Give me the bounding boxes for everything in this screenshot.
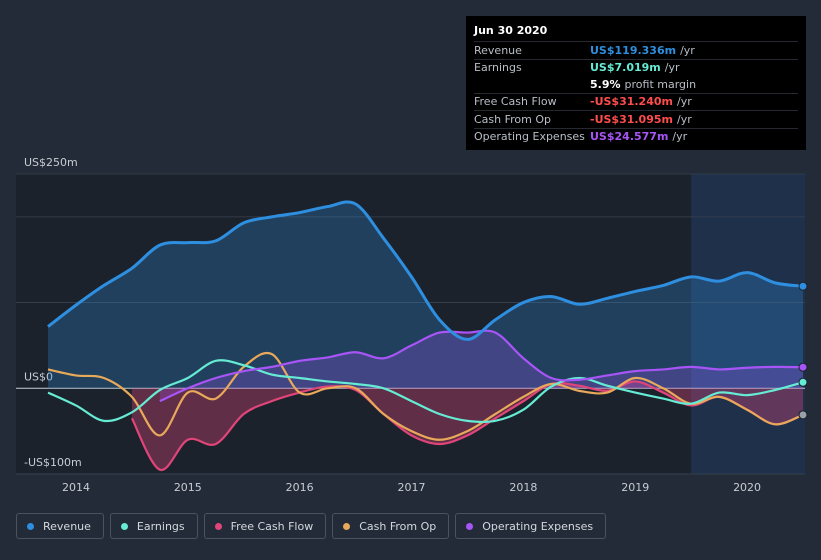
tooltip-row: Earnings US$7.019m/yr <box>474 58 798 77</box>
x-tick-label: 2015 <box>174 481 202 494</box>
tooltip-row: Revenue US$119.336m/yr <box>474 41 798 59</box>
tooltip-value: US$7.019m <box>590 61 661 75</box>
legend-dot-icon <box>27 522 34 530</box>
end-marker-operating-expenses <box>798 362 808 372</box>
data-tooltip: Jun 30 2020 Revenue US$119.336m/yr Earning… <box>466 16 806 150</box>
forecast-band <box>691 174 805 474</box>
y-tick-label: -US$100m <box>24 456 82 469</box>
legend-label: Cash From Op <box>359 519 437 533</box>
tooltip-value: US$24.577m <box>590 130 669 144</box>
legend-label: Revenue <box>43 519 91 533</box>
tooltip-unit: /yr <box>672 130 688 144</box>
tooltip-label: Free Cash Flow <box>474 95 557 109</box>
tooltip-label: Cash From Op <box>474 112 552 126</box>
y-tick-label: US$0 <box>24 370 53 383</box>
legend-item-cash-from-op[interactable]: Cash From Op <box>332 513 450 539</box>
series-line-free-cash-flow <box>130 380 804 471</box>
tooltip-value: US$119.336m <box>590 43 677 57</box>
legend-dot-icon <box>466 522 474 530</box>
x-tick-label: 2019 <box>621 481 649 494</box>
tooltip-row: 5.9% profit margin <box>474 76 798 93</box>
y-tick-label: US$250m <box>24 156 78 169</box>
tooltip-unit: /yr <box>676 95 692 109</box>
tooltip-value: 5.9% <box>590 77 621 91</box>
tooltip-unit: profit margin <box>624 77 697 91</box>
legend: Revenue Earnings Free Cash Flow Cash From O… <box>16 513 607 539</box>
legend-label: Earnings <box>136 519 185 533</box>
tooltip-unit: /yr <box>676 112 692 126</box>
x-tick-label: 2020 <box>733 481 761 494</box>
legend-item-operating-expenses[interactable]: Operating Expenses <box>455 513 607 539</box>
tooltip-row: Cash From Op -US$31.095m/yr <box>474 110 798 128</box>
x-tick-label: 2018 <box>509 481 537 494</box>
tooltip-row: Operating Expenses US$24.577m/yr <box>474 127 798 146</box>
tooltip-label: Earnings <box>474 61 522 75</box>
series-area-free-cash-flow <box>131 381 803 471</box>
x-tick-label: 2016 <box>286 481 314 494</box>
tooltip-unit: /yr <box>680 43 695 57</box>
legend-label: Free Cash Flow <box>230 519 314 533</box>
series-area-revenue <box>48 201 803 389</box>
legend-item-earnings[interactable]: Earnings <box>109 513 198 539</box>
tooltip-unit: /yr <box>664 61 680 75</box>
legend-item-free-cash-flow[interactable]: Free Cash Flow <box>203 513 327 539</box>
series-line-revenue <box>47 200 804 341</box>
series-line-cash-from-op <box>47 351 804 441</box>
legend-dot-icon <box>120 522 128 530</box>
tooltip-row: Free Cash Flow -US$31.240m/yr <box>474 92 798 111</box>
end-marker-revenue <box>798 281 808 291</box>
legend-dot-icon <box>343 522 351 530</box>
x-tick-label: 2014 <box>62 481 90 494</box>
legend-item-revenue[interactable]: Revenue <box>16 513 104 539</box>
x-tick-label: 2017 <box>398 481 426 494</box>
tooltip-label: Revenue <box>474 43 522 57</box>
tooltip-value: -US$31.240m <box>590 95 673 109</box>
series-line-earnings <box>47 359 804 424</box>
legend-dot-icon <box>214 522 222 530</box>
tooltip-value: -US$31.095m <box>590 112 673 126</box>
tooltip-label: Operating Expenses <box>474 130 585 144</box>
legend-label: Operating Expenses <box>482 519 594 533</box>
end-marker-earnings <box>798 377 808 387</box>
end-marker-cash-from-op <box>798 410 808 420</box>
tooltip-date: Jun 30 2020 <box>474 24 548 37</box>
